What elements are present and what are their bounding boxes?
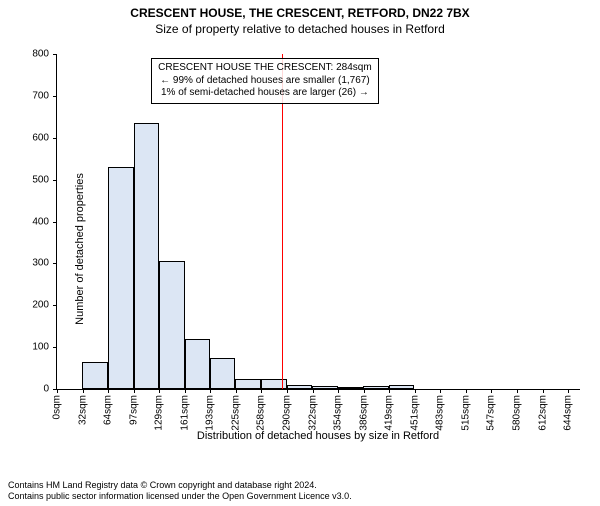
x-tick-label: 322sqm (307, 395, 318, 431)
histogram-bar (389, 385, 414, 389)
y-tick-mark (53, 96, 57, 97)
x-tick-mark (364, 389, 365, 393)
x-tick-label: 547sqm (486, 395, 497, 431)
x-tick-label: 258sqm (256, 395, 267, 431)
x-axis-title: Distribution of detached houses by size … (56, 430, 580, 442)
y-tick-mark (53, 54, 57, 55)
x-tick-mark (134, 389, 135, 393)
x-tick-mark (57, 389, 58, 393)
x-tick-label: 32sqm (77, 395, 88, 425)
histogram-bar (235, 379, 261, 389)
x-tick-mark (440, 389, 441, 393)
y-tick-mark (53, 263, 57, 264)
x-tick-mark (517, 389, 518, 393)
x-tick-mark (389, 389, 390, 393)
histogram-bar (108, 167, 134, 389)
annotation-line-1: CRESCENT HOUSE THE CRESCENT: 284sqm (158, 62, 372, 75)
x-tick-label: 483sqm (435, 395, 446, 431)
annotation-line-3: 1% of semi-detached houses are larger (2… (158, 87, 372, 100)
y-tick-mark (53, 222, 57, 223)
x-tick-label: 612sqm (537, 395, 548, 431)
x-tick-label: 64sqm (103, 395, 114, 425)
x-tick-mark (159, 389, 160, 393)
histogram-bar (134, 123, 159, 389)
footer-line-1: Contains HM Land Registry data © Crown c… (8, 480, 592, 491)
x-tick-mark (543, 389, 544, 393)
y-tick-mark (53, 305, 57, 306)
x-tick-label: 161sqm (179, 395, 190, 431)
footer-attribution: Contains HM Land Registry data © Crown c… (8, 480, 592, 503)
x-tick-label: 386sqm (358, 395, 369, 431)
x-tick-label: 644sqm (563, 395, 574, 431)
histogram-bar (82, 362, 107, 389)
x-tick-label: 0sqm (52, 395, 63, 419)
histogram-bar (338, 387, 363, 389)
x-tick-label: 225sqm (230, 395, 241, 431)
histogram-bar (363, 386, 389, 389)
x-tick-mark (415, 389, 416, 393)
x-tick-label: 451sqm (409, 395, 420, 431)
annotation-line-2: ← 99% of detached houses are smaller (1,… (158, 75, 372, 88)
reference-line (282, 54, 283, 389)
plot-area: CRESCENT HOUSE THE CRESCENT: 284sqm ← 99… (56, 54, 580, 390)
histogram-bars (57, 54, 580, 389)
x-tick-mark (466, 389, 467, 393)
footer-line-2: Contains public sector information licen… (8, 491, 592, 502)
x-tick-mark (287, 389, 288, 393)
chart-title-sub: Size of property relative to detached ho… (0, 22, 600, 36)
histogram-bar (287, 385, 312, 389)
x-tick-mark (338, 389, 339, 393)
x-tick-mark (83, 389, 84, 393)
x-tick-mark (236, 389, 237, 393)
x-tick-mark (261, 389, 262, 393)
x-tick-mark (313, 389, 314, 393)
x-tick-mark (491, 389, 492, 393)
x-tick-mark (108, 389, 109, 393)
x-tick-label: 354sqm (333, 395, 344, 431)
x-tick-mark (185, 389, 186, 393)
x-tick-label: 193sqm (205, 395, 216, 431)
y-tick-mark (53, 138, 57, 139)
x-tick-label: 129sqm (154, 395, 165, 431)
x-tick-label: 97sqm (128, 395, 139, 425)
x-tick-label: 290sqm (282, 395, 293, 431)
histogram-bar (312, 386, 337, 389)
annotation-box: CRESCENT HOUSE THE CRESCENT: 284sqm ← 99… (151, 58, 379, 104)
x-tick-label: 515sqm (460, 395, 471, 431)
chart-title-main: CRESCENT HOUSE, THE CRESCENT, RETFORD, D… (0, 6, 600, 20)
histogram-bar (210, 358, 235, 389)
y-tick-mark (53, 180, 57, 181)
histogram-bar (185, 339, 210, 389)
x-tick-mark (568, 389, 569, 393)
x-tick-mark (210, 389, 211, 393)
chart-area: Number of detached properties CRESCENT H… (0, 50, 600, 448)
x-tick-label: 580sqm (512, 395, 523, 431)
histogram-bar (159, 261, 184, 389)
x-tick-label: 419sqm (384, 395, 395, 431)
y-tick-mark (53, 347, 57, 348)
